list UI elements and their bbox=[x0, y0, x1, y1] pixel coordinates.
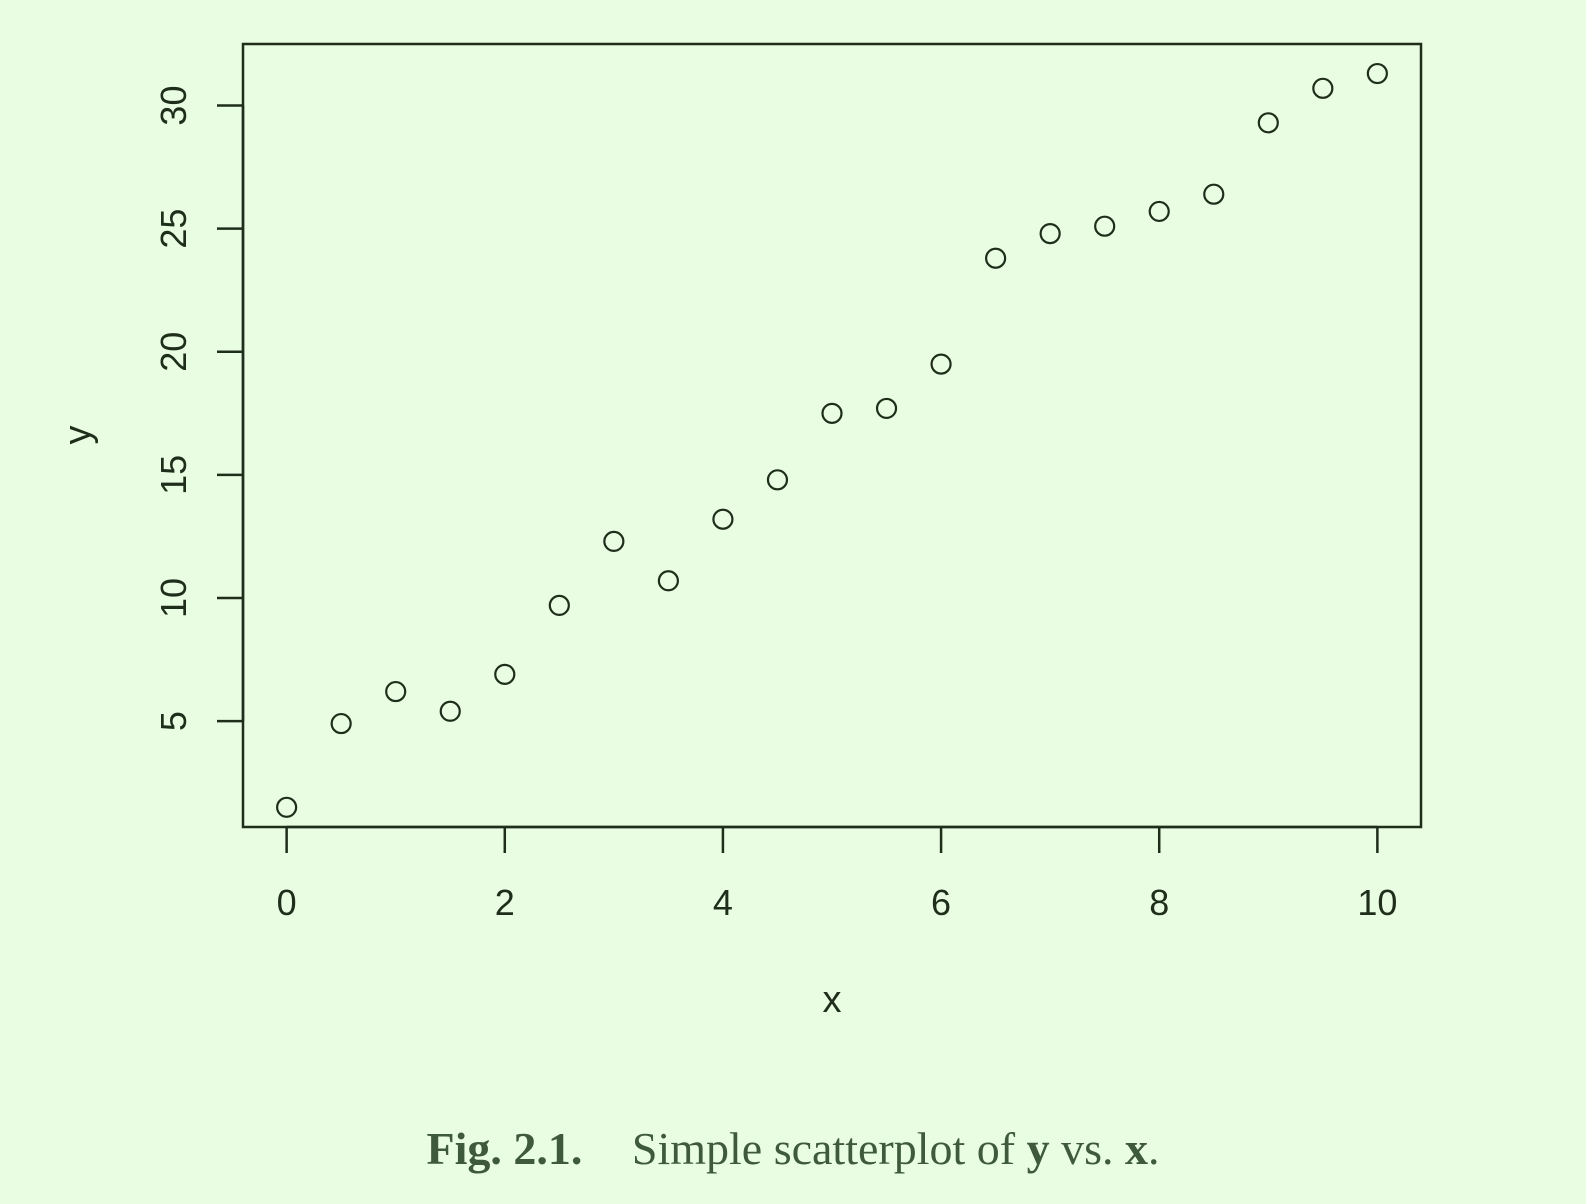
data-point bbox=[1257, 112, 1279, 134]
data-point bbox=[548, 594, 570, 616]
data-point bbox=[930, 353, 952, 375]
data-points bbox=[276, 62, 1388, 818]
data-point bbox=[439, 700, 461, 722]
data-point bbox=[712, 508, 734, 530]
y-tick-label: 5 bbox=[153, 711, 194, 731]
plot-frame bbox=[241, 42, 1423, 829]
data-point bbox=[330, 712, 352, 735]
x-tick-label: 4 bbox=[713, 882, 733, 923]
y-tick-label: 25 bbox=[153, 209, 194, 249]
y-tick-label: 15 bbox=[153, 455, 194, 495]
data-point bbox=[276, 796, 298, 818]
caption-text-end: . bbox=[1148, 1123, 1160, 1174]
y-axis: 5 10 15 20 25 30 bbox=[153, 86, 245, 731]
x-tick-label: 2 bbox=[495, 882, 515, 923]
y-tick-label: 10 bbox=[153, 578, 194, 618]
scatterplot: 0 2 4 6 8 10 5 10 15 20 25 30 x y bbox=[57, 42, 1423, 1021]
data-point bbox=[821, 402, 843, 424]
caption-label: Fig. 2.1. bbox=[426, 1123, 583, 1174]
data-point bbox=[1094, 215, 1116, 237]
x-tick-label: 0 bbox=[277, 882, 297, 923]
data-point bbox=[1039, 222, 1061, 245]
x-tick-label: 6 bbox=[931, 882, 951, 923]
x-tick-label: 10 bbox=[1357, 882, 1397, 923]
data-point bbox=[1366, 62, 1388, 85]
data-point bbox=[985, 247, 1007, 269]
caption-var-x: x bbox=[1125, 1123, 1149, 1174]
data-point bbox=[1312, 77, 1334, 99]
x-tick-label: 8 bbox=[1149, 882, 1169, 923]
figure-caption: Fig. 2.1. Simple scatterplot of y vs. x. bbox=[0, 1122, 1586, 1175]
x-axis-label: x bbox=[823, 979, 842, 1021]
caption-text: Simple scatterplot of bbox=[631, 1123, 1016, 1174]
data-point bbox=[875, 397, 898, 420]
y-tick-label: 30 bbox=[153, 86, 194, 126]
data-point bbox=[494, 663, 516, 685]
data-point bbox=[603, 530, 625, 552]
y-axis-label: y bbox=[57, 426, 99, 445]
data-point bbox=[766, 469, 789, 491]
y-tick-label: 20 bbox=[153, 332, 194, 372]
caption-var-y: y bbox=[1026, 1123, 1050, 1174]
data-point bbox=[385, 680, 407, 703]
data-point bbox=[1203, 183, 1225, 205]
caption-text-middle: vs. bbox=[1061, 1123, 1114, 1174]
data-point bbox=[1148, 200, 1170, 223]
data-point bbox=[657, 570, 679, 592]
x-axis: 0 2 4 6 8 10 bbox=[277, 825, 1397, 923]
